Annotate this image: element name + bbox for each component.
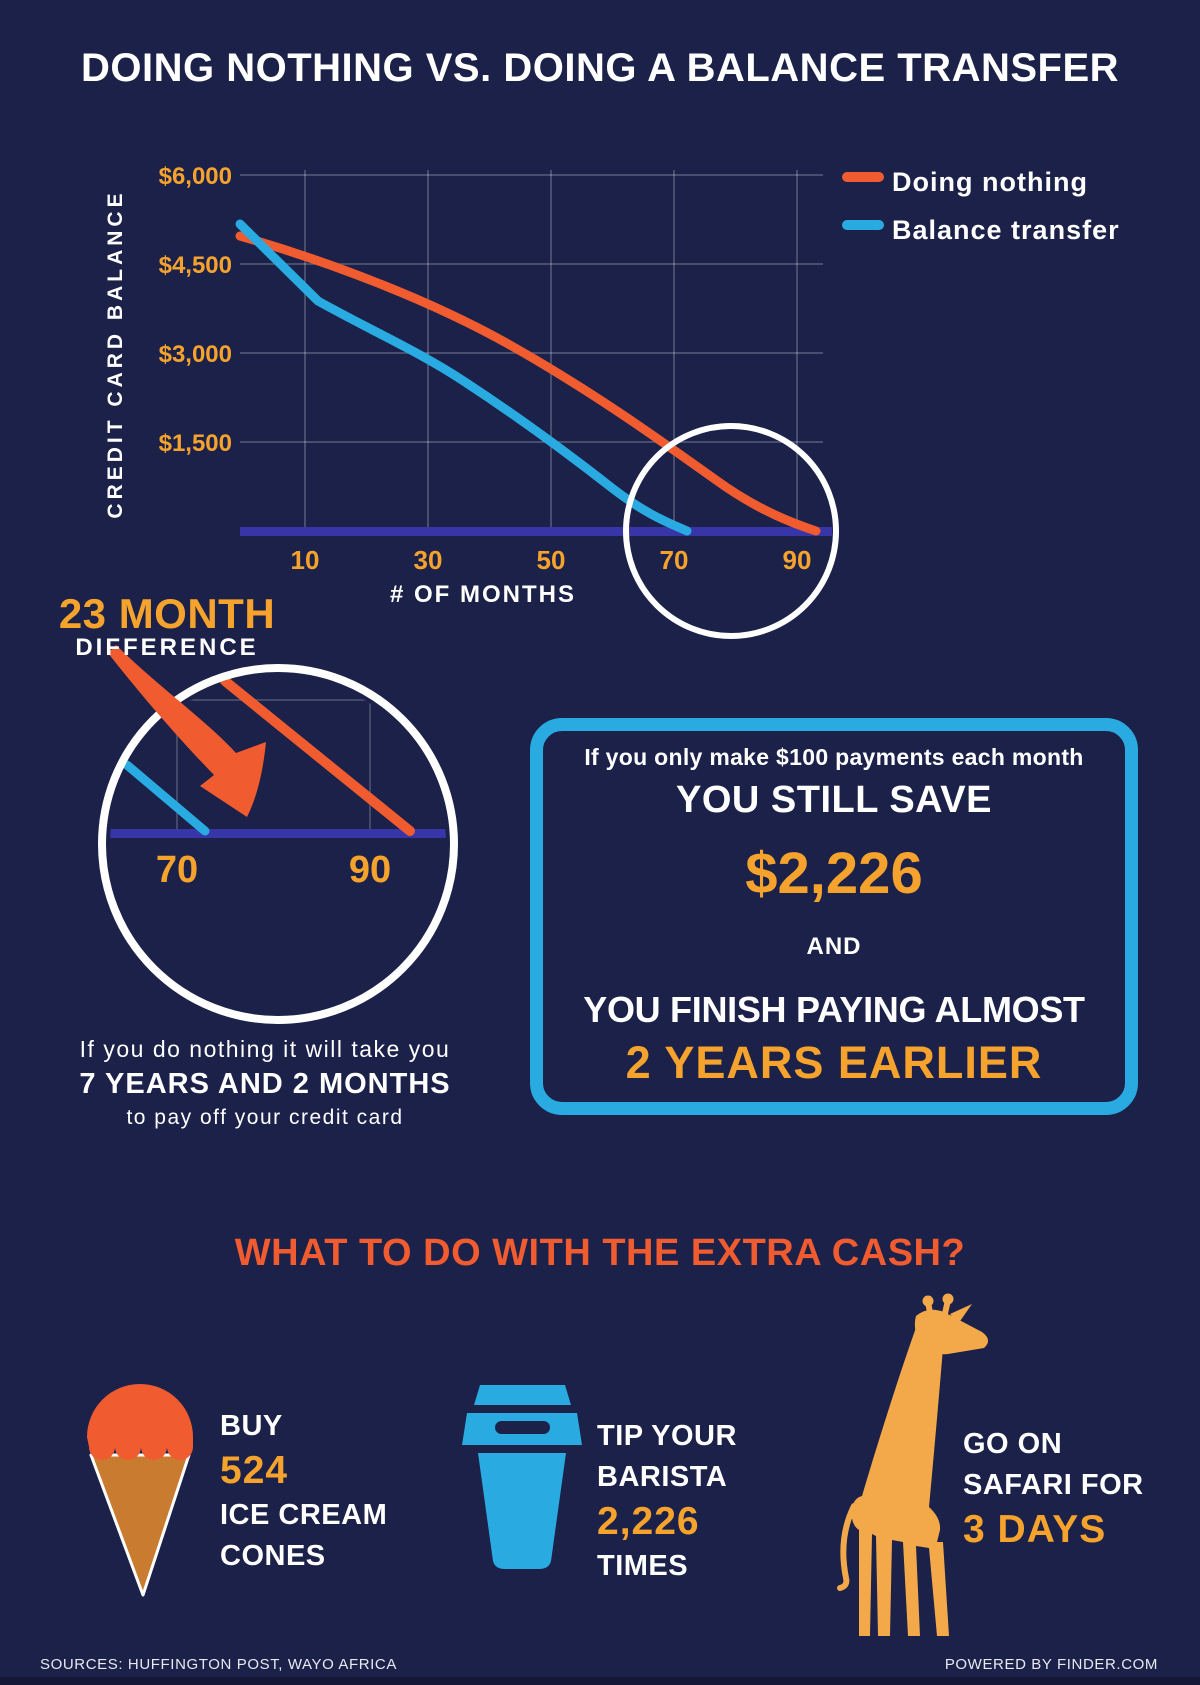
legend-label-doing-nothing: Doing nothing <box>892 167 1088 197</box>
giraffe-icon <box>837 1293 989 1636</box>
ice-cream-text-block: BUY 524 ICE CREAM CONES <box>220 1406 387 1577</box>
x-tick-90: 90 <box>783 545 812 575</box>
difference-value: 23 MONTH <box>58 590 276 637</box>
zoom-inset: 70 90 <box>98 645 458 1024</box>
x-tick-30: 30 <box>414 545 443 575</box>
x-tick-50: 50 <box>537 545 566 575</box>
coffee-lid-rim <box>474 1385 571 1405</box>
powered-by-text: POWERED BY FINDER.COM <box>944 1656 1158 1673</box>
extra-cash-heading: WHAT TO DO WITH THE EXTRA CASH? <box>234 1232 966 1274</box>
x-tick-10: 10 <box>291 545 320 575</box>
do-nothing-caption: If you do nothing it will take you 7 YEA… <box>55 1032 475 1134</box>
barista-line-3: TIMES <box>597 1550 689 1582</box>
x-tick-70: 70 <box>660 545 689 575</box>
inset-tick-70: 70 <box>156 849 198 891</box>
barista-value: 2,226 <box>597 1500 700 1543</box>
chart-gridlines <box>240 170 823 527</box>
inset-circle <box>98 664 458 1024</box>
giraffe-body <box>851 1322 949 1636</box>
legend-label-balance-transfer: Balance transfer <box>892 215 1120 245</box>
savings-callout-box: If you only make $100 payments each mont… <box>530 718 1138 1115</box>
barista-line-2: BARISTA <box>597 1461 728 1493</box>
difference-arrow-icon <box>108 645 266 817</box>
barista-line-1: TIP YOUR <box>597 1420 737 1452</box>
chart-legend: Doing nothing Balance transfer <box>842 167 1120 245</box>
caption-line-2: 7 YEARS AND 2 MONTHS <box>79 1068 451 1100</box>
legend-swatch-doing-nothing <box>842 172 884 182</box>
ice-cream-line-1: BUY <box>220 1410 283 1442</box>
coffee-cup-body <box>478 1453 566 1569</box>
caption-line-1: If you do nothing it will take you <box>79 1036 451 1062</box>
coffee-cup-icon <box>462 1385 582 1569</box>
safari-line-1: GO ON <box>963 1428 1063 1460</box>
ice-cream-value: 524 <box>220 1449 289 1492</box>
y-tick-4500: $4,500 <box>159 252 232 279</box>
inset-axis-line <box>110 829 446 838</box>
safari-line-2: SAFARI FOR <box>963 1469 1144 1501</box>
savings-headline: YOU STILL SAVE <box>676 779 992 821</box>
y-tick-3000: $3,000 <box>159 341 232 368</box>
inset-doing-nothing-line <box>220 676 415 836</box>
ice-cream-line-2: ICE CREAM <box>220 1499 388 1531</box>
balance-transfer-line <box>235 219 692 536</box>
sources-text: SOURCES: HUFFINGTON POST, WAYO AFRICA <box>40 1656 397 1673</box>
ice-cream-line-3: CONES <box>220 1540 326 1572</box>
savings-finish-text: YOU FINISH PAYING ALMOST <box>583 989 1085 1030</box>
y-axis-title: CREDIT CARD BALANCE <box>104 189 127 518</box>
x-axis-line <box>240 527 832 536</box>
legend-swatch-balance-transfer <box>842 220 884 230</box>
giraffe-tail <box>837 1503 857 1591</box>
safari-text-block: GO ON SAFARI FOR 3 DAYS <box>963 1424 1144 1554</box>
y-tick-1500: $1,500 <box>159 430 232 457</box>
y-tick-labels: $6,000 $4,500 $3,000 $1,500 <box>159 163 232 457</box>
coffee-lid-slot <box>495 1421 550 1434</box>
x-axis-title: # OF MONTHS <box>390 581 576 608</box>
savings-earlier-text: 2 YEARS EARLIER <box>625 1037 1043 1088</box>
ice-cream-scoop <box>87 1384 193 1460</box>
difference-label: DIFFERENCE <box>75 634 259 661</box>
caption-line-3: to pay off your credit card <box>126 1106 404 1129</box>
inset-tick-90: 90 <box>349 849 391 891</box>
savings-conjunction: AND <box>806 933 862 960</box>
savings-amount: $2,226 <box>745 841 923 906</box>
chart-highlight-circle <box>623 423 839 639</box>
doing-nothing-line <box>235 231 821 536</box>
y-tick-6000: $6,000 <box>159 163 232 190</box>
safari-value: 3 DAYS <box>963 1508 1107 1551</box>
inset-balance-transfer-line <box>122 760 210 836</box>
savings-condition: If you only make $100 payments each mont… <box>584 744 1084 770</box>
ice-cream-icon <box>87 1384 193 1597</box>
x-tick-labels: 10 30 50 70 90 <box>291 545 812 575</box>
bottom-edge <box>0 1677 1200 1685</box>
barista-text-block: TIP YOUR BARISTA 2,226 TIMES <box>597 1416 737 1587</box>
page-title: DOING NOTHING VS. DOING A BALANCE TRANSF… <box>80 46 1120 90</box>
ice-cream-cone <box>89 1453 191 1597</box>
